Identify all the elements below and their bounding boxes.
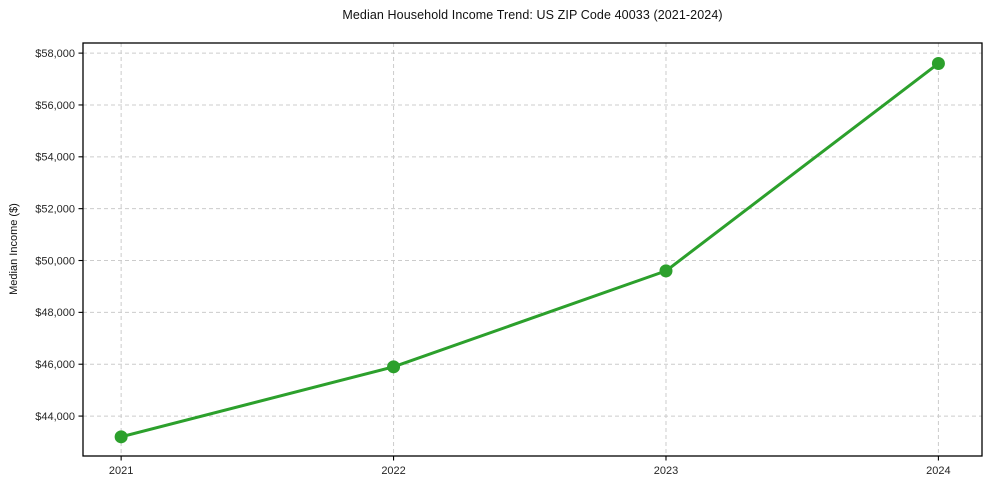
- y-tick-label: $46,000: [35, 359, 75, 371]
- plot-border: [82, 42, 983, 457]
- data-point-marker: [114, 430, 128, 444]
- x-tick-label: 2024: [926, 465, 950, 477]
- y-tick-label: $54,000: [35, 152, 75, 164]
- y-tick-label: $48,000: [35, 307, 75, 319]
- y-tick-label: $52,000: [35, 203, 75, 215]
- x-tick-label: 2023: [654, 465, 678, 477]
- y-tick-label: $44,000: [35, 411, 75, 423]
- series-line: [119, 61, 940, 439]
- y-tick-label: $50,000: [35, 255, 75, 267]
- chart-title: Median Household Income Trend: US ZIP Co…: [342, 8, 723, 22]
- x-tick-label: 2022: [381, 465, 405, 477]
- y-tick-label: $56,000: [35, 100, 75, 112]
- x-tick-label: 2021: [109, 465, 133, 477]
- data-point-marker: [387, 360, 401, 374]
- y-tick-label: $58,000: [35, 48, 75, 60]
- data-point-marker: [931, 56, 945, 70]
- data-point-marker: [659, 264, 673, 278]
